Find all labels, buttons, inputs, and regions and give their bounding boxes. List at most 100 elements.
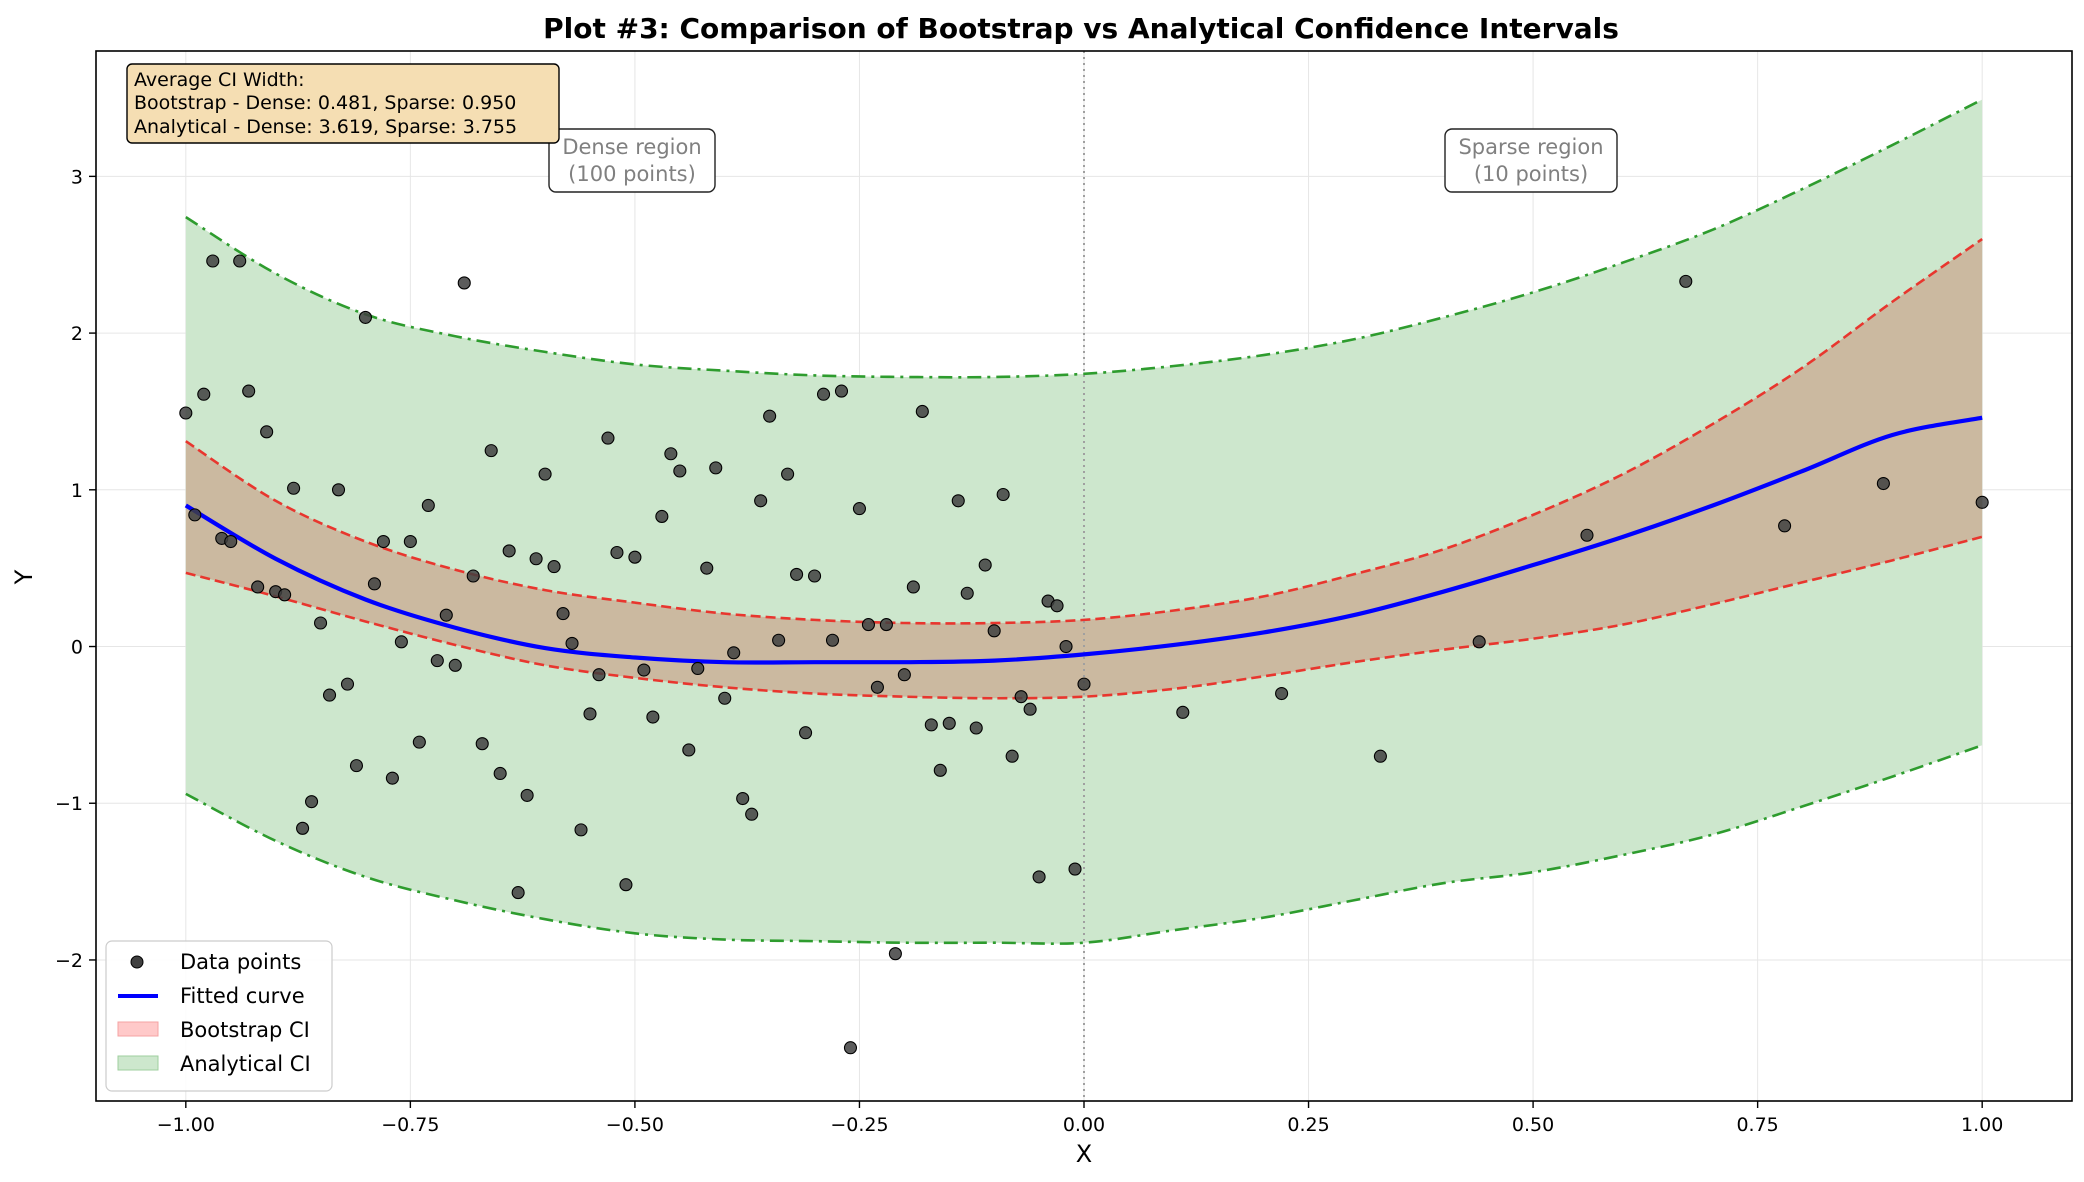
data-point xyxy=(951,494,965,508)
data-point xyxy=(790,567,804,581)
data-point xyxy=(421,498,435,513)
data-point xyxy=(691,661,705,676)
data-point xyxy=(709,461,723,475)
data-point xyxy=(412,735,426,749)
data-point xyxy=(1580,528,1594,542)
data-point xyxy=(1373,749,1387,763)
data-point xyxy=(843,1041,858,1055)
x-tick-label: −0.50 xyxy=(606,1114,664,1136)
data-point xyxy=(888,947,902,961)
y-tick-label: −2 xyxy=(55,950,83,972)
data-point xyxy=(565,636,579,650)
data-point xyxy=(367,577,381,591)
legend-frame xyxy=(105,940,333,1092)
data-point xyxy=(448,658,462,672)
data-point xyxy=(1068,862,1082,876)
data-point xyxy=(278,588,292,602)
data-point xyxy=(331,483,346,497)
data-point xyxy=(493,766,507,781)
data-point xyxy=(502,544,516,558)
data-point xyxy=(538,467,552,481)
data-point xyxy=(556,607,570,621)
legend-analytical-marker xyxy=(117,1055,159,1071)
data-point xyxy=(1023,702,1037,716)
data-point xyxy=(1975,495,1989,509)
data-point xyxy=(619,878,633,892)
data-point xyxy=(1275,686,1289,701)
data-point xyxy=(179,406,193,420)
data-point xyxy=(385,771,399,785)
info-box-bootstrap: Bootstrap - Dense: 0.481, Sparse: 0.950 xyxy=(134,92,516,114)
y-tick-label: 0 xyxy=(71,637,83,659)
data-point xyxy=(700,561,714,575)
bootstrap-ci-lower-line xyxy=(185,535,1983,700)
data-point xyxy=(942,716,956,730)
dense-region-title: Dense region xyxy=(562,135,701,159)
data-point xyxy=(287,481,301,495)
data-point xyxy=(233,254,247,268)
data-point xyxy=(870,680,884,694)
x-tick-label: −0.75 xyxy=(381,1114,439,1136)
info-box-frame xyxy=(126,63,560,144)
data-point xyxy=(358,310,373,324)
y-tick-label: 3 xyxy=(71,166,83,188)
data-point xyxy=(430,654,444,668)
data-point xyxy=(933,763,947,777)
data-point xyxy=(547,560,561,574)
dense-region-count: (100 points) xyxy=(568,162,696,186)
dense-region-annotation: Dense region (100 points) xyxy=(548,128,716,193)
data-point xyxy=(349,759,364,773)
sparse-region-box xyxy=(1444,128,1618,193)
info-box-heading: Average CI Width: xyxy=(134,69,305,91)
data-point xyxy=(852,502,867,516)
data-point xyxy=(906,580,920,594)
data-point xyxy=(996,487,1010,502)
legend-fit-label: Fitted curve xyxy=(180,984,305,1008)
analytical-ci-lower-line xyxy=(185,744,1983,945)
x-tick-label: −1.00 xyxy=(157,1114,215,1136)
data-point xyxy=(322,688,337,702)
sparse-region-title: Sparse region xyxy=(1458,135,1603,159)
data-point xyxy=(978,558,992,572)
data-point xyxy=(1050,599,1064,613)
data-point xyxy=(637,663,651,677)
legend-bootstrap-marker xyxy=(117,1021,159,1037)
data-point xyxy=(1778,519,1792,533)
data-point xyxy=(340,677,355,691)
y-tick-label: −1 xyxy=(55,793,83,815)
data-point xyxy=(834,384,849,398)
info-box-analytical: Analytical - Dense: 3.619, Sparse: 3.755 xyxy=(134,116,517,138)
data-point xyxy=(583,707,597,721)
ci-width-info-box: Average CI Width: Bootstrap - Dense: 0.4… xyxy=(126,63,560,144)
data-point xyxy=(296,821,310,835)
data-point xyxy=(763,409,777,423)
data-point xyxy=(1014,690,1028,704)
data-point xyxy=(376,534,390,549)
data-point xyxy=(475,737,489,751)
ci-lines xyxy=(184,51,1983,1101)
data-point xyxy=(188,508,202,522)
bootstrap-ci-upper-line xyxy=(185,237,1983,625)
data-point xyxy=(251,580,265,594)
sparse-region-annotation: Sparse region (10 points) xyxy=(1444,128,1618,193)
data-point xyxy=(1005,749,1019,763)
x-tick-label: 0.00 xyxy=(1063,1114,1105,1136)
dense-region-box xyxy=(548,128,716,193)
data-point xyxy=(682,743,696,757)
data-point xyxy=(816,387,831,401)
analytical-ci-upper-line xyxy=(185,98,1983,379)
fitted-curve-line xyxy=(184,415,1983,665)
legend-analytical-label: Analytical CI xyxy=(180,1052,311,1076)
data-point xyxy=(987,624,1001,638)
data-point xyxy=(915,404,929,419)
data-point xyxy=(394,635,408,649)
analytical-ci-band xyxy=(185,99,1983,944)
data-point xyxy=(601,431,615,445)
data-point xyxy=(439,608,453,622)
x-axis-label: X xyxy=(1076,1140,1092,1168)
data-point xyxy=(1176,705,1190,719)
data-point xyxy=(466,569,480,583)
data-point xyxy=(592,668,606,682)
data-point xyxy=(772,633,786,647)
data-point xyxy=(745,807,759,821)
